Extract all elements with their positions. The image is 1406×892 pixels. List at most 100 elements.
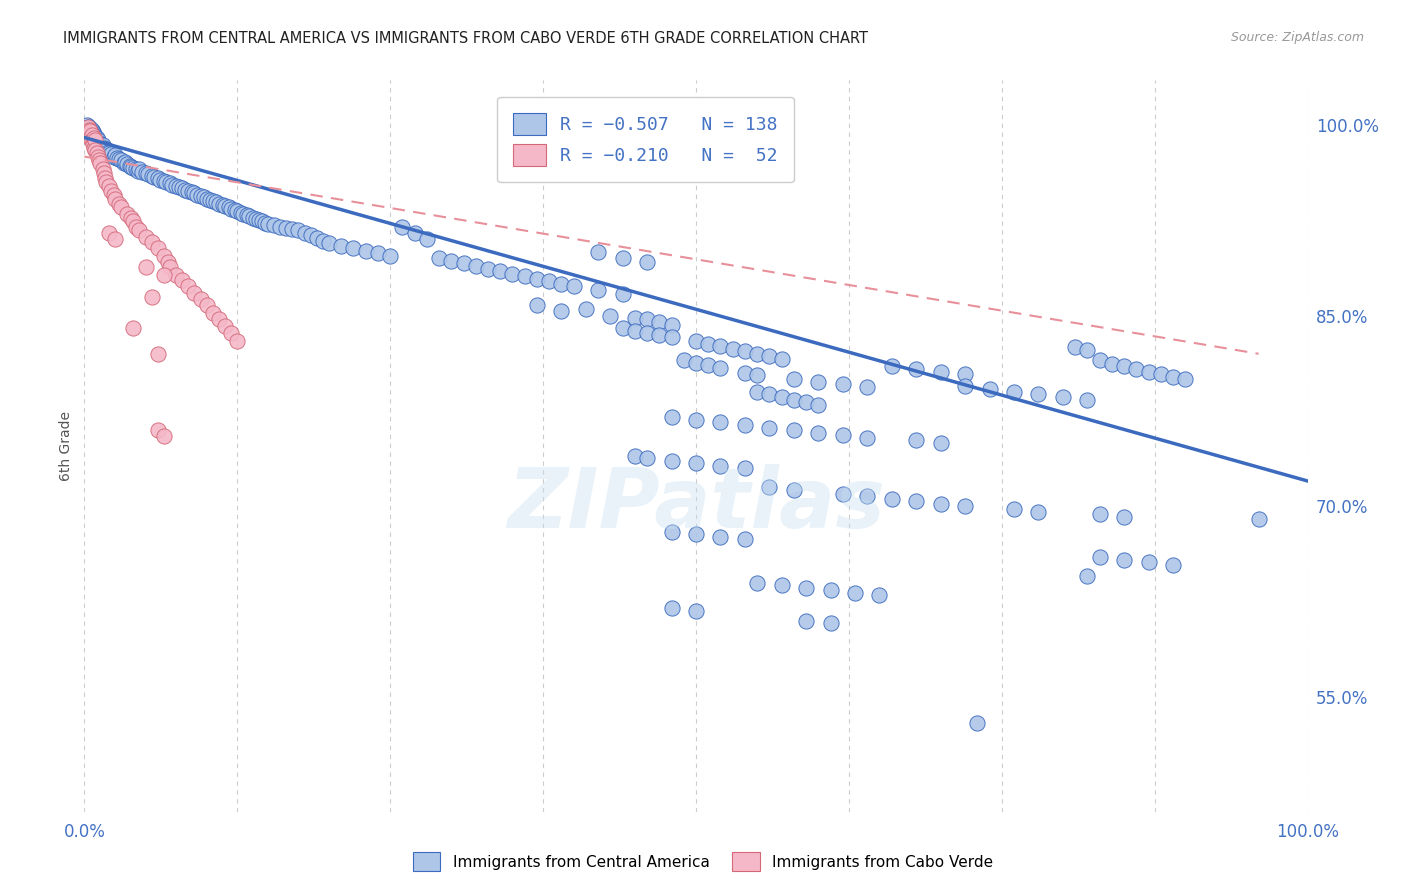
Point (90, 139, 112, 153)
Point (770, 578, 793, 592)
Point (77, 127, 100, 141)
Point (404, 226, 426, 240)
Point (183, 285, 205, 300)
Point (214, 199, 236, 213)
Point (1028, 387, 1050, 401)
Point (661, 524, 683, 539)
Point (636, 326, 658, 341)
Point (269, 219, 291, 234)
Point (770, 351, 793, 366)
Point (734, 417, 756, 432)
Point (218, 201, 240, 215)
Point (281, 222, 304, 236)
Point (110, 201, 132, 215)
Point (226, 334, 249, 348)
Point (91, 138, 114, 153)
Point (783, 483, 806, 497)
Point (783, 392, 806, 407)
Point (146, 347, 169, 361)
Point (128, 223, 150, 237)
Point (159, 260, 181, 275)
Point (146, 171, 169, 186)
Point (236, 208, 259, 222)
Point (201, 194, 224, 208)
Point (247, 213, 270, 227)
Point (159, 177, 181, 191)
Point (526, 298, 548, 312)
Point (856, 489, 879, 503)
Point (734, 344, 756, 359)
Point (1076, 392, 1098, 407)
Point (100, 147, 122, 161)
Legend: Immigrants from Central America, Immigrants from Cabo Verde: Immigrants from Central America, Immigra… (406, 847, 1000, 877)
Point (141, 289, 163, 303)
Point (232, 207, 254, 221)
Point (661, 330, 683, 344)
Point (131, 165, 153, 179)
Point (257, 217, 280, 231)
Point (513, 269, 536, 284)
Point (416, 232, 439, 246)
Point (229, 205, 252, 219)
Point (354, 244, 377, 258)
Point (880, 359, 903, 374)
Point (195, 192, 218, 206)
Point (87, 153, 110, 168)
Point (1161, 558, 1184, 572)
Point (1125, 362, 1147, 376)
Point (709, 458, 731, 473)
Point (905, 362, 928, 376)
Point (783, 423, 806, 437)
Point (84, 143, 107, 157)
Point (794, 614, 817, 628)
Point (276, 220, 298, 235)
Point (1002, 502, 1025, 516)
Point (97, 145, 120, 160)
Point (697, 336, 720, 351)
Point (91, 162, 114, 177)
Point (318, 236, 340, 251)
Point (869, 589, 891, 603)
Point (177, 279, 200, 293)
Point (599, 309, 621, 323)
Point (200, 193, 222, 207)
Point (794, 395, 817, 409)
Point (1114, 553, 1136, 567)
Point (287, 223, 309, 237)
Point (245, 211, 267, 226)
Point (80, 123, 103, 137)
Point (83, 127, 105, 141)
Point (77, 120, 100, 135)
Point (953, 500, 976, 514)
Point (172, 273, 194, 287)
Point (624, 324, 647, 338)
Point (79, 130, 101, 145)
Point (1002, 384, 1025, 399)
Point (709, 530, 731, 544)
Point (173, 183, 195, 197)
Point (929, 365, 952, 379)
Point (107, 152, 129, 166)
Point (299, 228, 322, 243)
Point (734, 366, 756, 380)
Point (141, 169, 163, 183)
Point (1052, 390, 1074, 404)
Point (612, 252, 634, 266)
Point (586, 245, 609, 260)
Point (953, 367, 976, 381)
Point (342, 241, 364, 255)
Point (747, 368, 769, 383)
Point (661, 453, 683, 467)
Point (82, 129, 104, 144)
Point (305, 231, 328, 245)
Point (636, 255, 658, 269)
Point (734, 461, 756, 475)
Point (1088, 550, 1111, 565)
Point (575, 302, 598, 317)
Point (697, 358, 720, 372)
Point (820, 583, 842, 598)
Point (526, 271, 548, 285)
Point (83, 130, 105, 145)
Point (312, 234, 335, 248)
Point (1247, 512, 1270, 526)
